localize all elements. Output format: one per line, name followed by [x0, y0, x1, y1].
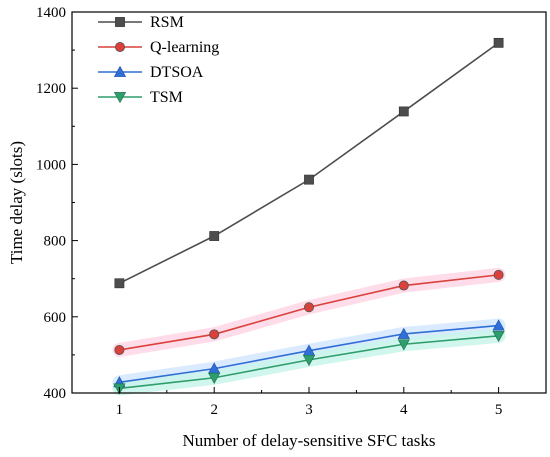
x-tick-label: 5 [495, 402, 503, 418]
legend-label: Q-learning [150, 39, 219, 56]
legend-item: DTSOA [98, 64, 204, 81]
x-tick-label: 4 [400, 402, 408, 418]
legend-marker [113, 65, 127, 77]
legend-label: TSM [150, 89, 183, 106]
data-point [492, 319, 505, 331]
legend-item: RSM [98, 14, 184, 31]
legend-item: Q-learning [98, 39, 219, 56]
data-point [493, 37, 504, 48]
data-point [493, 269, 504, 280]
data-point [397, 339, 410, 351]
series-bands [112, 267, 506, 396]
data-point [304, 174, 314, 185]
data-point [303, 302, 314, 313]
y-tick-label: 800 [44, 234, 67, 250]
legend-label: RSM [150, 14, 184, 31]
data-point [398, 280, 409, 291]
y-tick-label: 400 [44, 386, 67, 402]
data-point [492, 330, 505, 343]
x-tick-label: 1 [116, 402, 124, 418]
x-tick-label: 2 [210, 402, 218, 418]
legend-marker [115, 42, 126, 53]
x-tick-label: 3 [305, 402, 313, 418]
y-tick-label: 600 [44, 310, 67, 326]
series-tsm [113, 330, 505, 395]
legend-marker [115, 17, 125, 27]
data-point [398, 106, 409, 117]
legend-item: TSM [98, 89, 183, 106]
axis-ticks: 1 2 3 4 5 400 600 800 1000 1200 1400 [36, 5, 547, 418]
legend-label: DTSOA [150, 64, 204, 81]
data-point [209, 329, 220, 340]
y-tick-label: 1200 [36, 81, 66, 97]
y-tick-label: 1000 [36, 157, 66, 173]
series-lines [113, 37, 505, 395]
legend: RSM Q-learning DTSOA TSM [98, 14, 219, 106]
data-point [209, 231, 220, 241]
data-point [397, 327, 410, 339]
y-tick-label: 1400 [36, 5, 66, 21]
data-point [302, 354, 316, 367]
x-axis-label: Number of delay-sensitive SFC tasks [182, 431, 435, 450]
y-axis-label: Time delay (slots) [7, 141, 26, 264]
series-q-learning [114, 269, 504, 355]
data-point [208, 372, 221, 384]
data-point [114, 344, 125, 355]
series-rsm [114, 37, 504, 289]
data-point [114, 278, 125, 289]
legend-marker [113, 92, 127, 104]
